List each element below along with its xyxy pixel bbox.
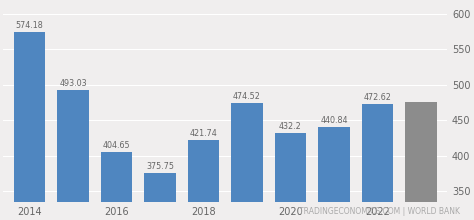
Text: 440.84: 440.84 <box>320 116 348 125</box>
Text: 421.74: 421.74 <box>190 129 218 138</box>
Text: 574.18: 574.18 <box>16 21 44 30</box>
Text: 474.52: 474.52 <box>233 92 261 101</box>
Bar <box>362 104 393 220</box>
Text: TRADINGECONOMICS.COM | WORLD BANK: TRADINGECONOMICS.COM | WORLD BANK <box>299 207 460 216</box>
Bar <box>405 102 437 220</box>
Bar <box>188 140 219 220</box>
Bar <box>57 90 89 220</box>
Bar <box>101 152 132 220</box>
Text: 472.62: 472.62 <box>364 93 392 102</box>
Text: 432.2: 432.2 <box>279 122 302 131</box>
Bar <box>231 103 263 220</box>
Text: 375.75: 375.75 <box>146 162 174 171</box>
Bar <box>14 32 45 220</box>
Text: 404.65: 404.65 <box>103 141 130 150</box>
Bar <box>319 127 350 220</box>
Bar <box>275 133 306 220</box>
Text: 493.03: 493.03 <box>59 79 87 88</box>
Bar <box>145 173 176 220</box>
